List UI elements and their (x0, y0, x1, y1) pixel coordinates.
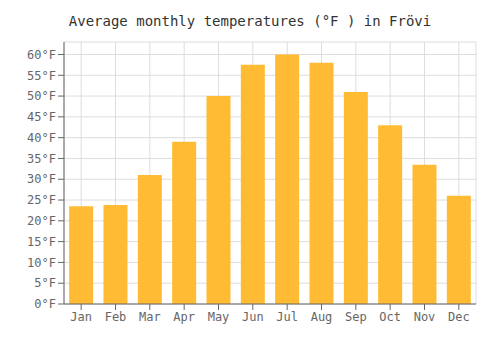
svg-text:60°F: 60°F (27, 48, 56, 62)
svg-text:5°F: 5°F (34, 276, 56, 290)
svg-text:Jun: Jun (242, 310, 264, 324)
svg-text:Aug: Aug (311, 310, 333, 324)
svg-text:Jul: Jul (276, 310, 298, 324)
svg-text:May: May (208, 310, 230, 324)
svg-text:Oct: Oct (379, 310, 401, 324)
svg-text:Apr: Apr (173, 310, 195, 324)
svg-text:35°F: 35°F (27, 152, 56, 166)
svg-text:25°F: 25°F (27, 193, 56, 207)
svg-text:15°F: 15°F (27, 235, 56, 249)
svg-text:Feb: Feb (105, 310, 127, 324)
svg-text:50°F: 50°F (27, 89, 56, 103)
svg-text:Dec: Dec (448, 310, 470, 324)
svg-text:55°F: 55°F (27, 69, 56, 83)
svg-text:45°F: 45°F (27, 110, 56, 124)
svg-text:30°F: 30°F (27, 172, 56, 186)
svg-text:10°F: 10°F (27, 256, 56, 270)
svg-text:Nov: Nov (414, 310, 436, 324)
svg-text:0°F: 0°F (34, 297, 56, 311)
svg-text:Jan: Jan (70, 310, 92, 324)
svg-text:20°F: 20°F (27, 214, 56, 228)
svg-text:40°F: 40°F (27, 131, 56, 145)
svg-text:Mar: Mar (139, 310, 161, 324)
html-text:Average monthly temperatures (: Average monthly temperatures (°F ) in Fr… (68, 13, 432, 29)
svg-text:Sep: Sep (345, 310, 367, 324)
